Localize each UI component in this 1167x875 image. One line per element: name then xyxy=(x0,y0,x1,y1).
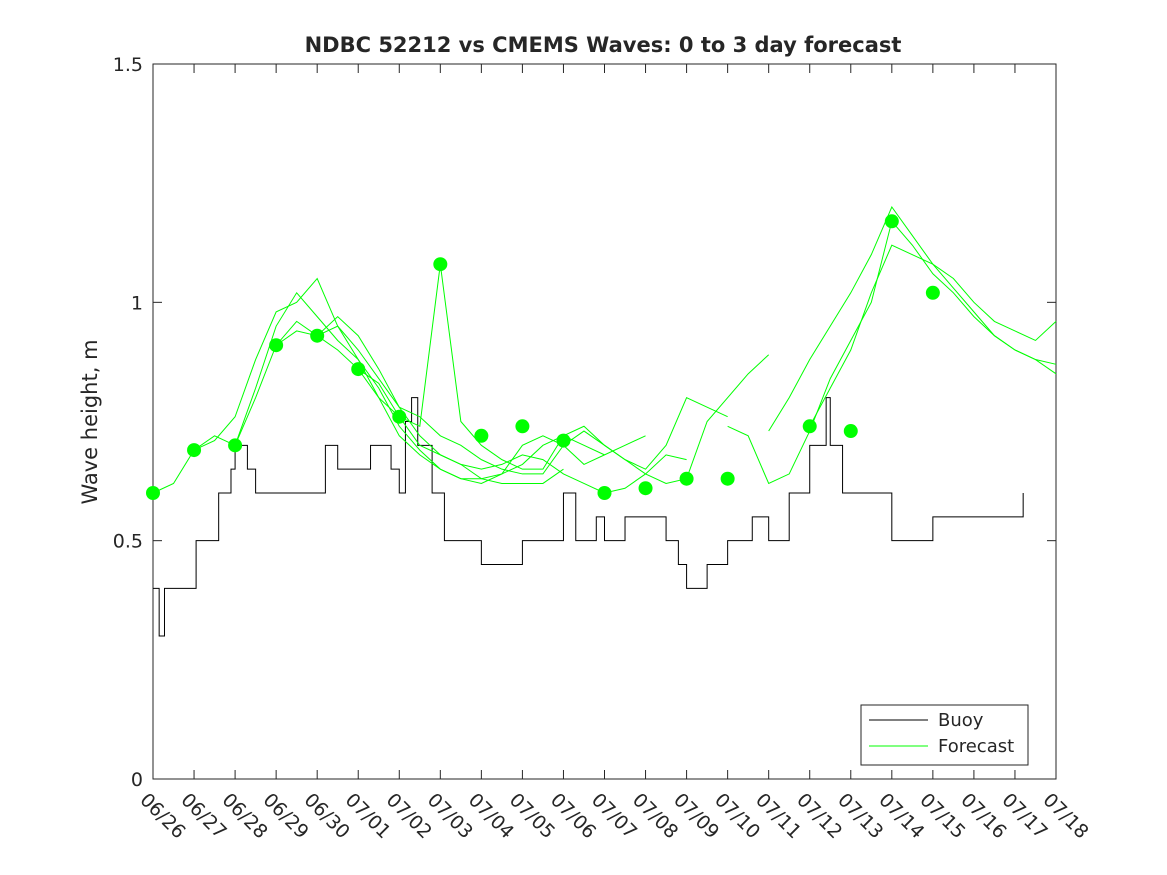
buoy-series-line xyxy=(153,397,1024,637)
forecast-marker xyxy=(843,424,858,439)
axes-box xyxy=(152,63,1057,780)
y-tick-label: 0 xyxy=(131,769,143,791)
legend: Buoy Forecast xyxy=(860,704,1029,766)
forecast-marker xyxy=(802,419,817,434)
forecast-marker xyxy=(269,338,284,353)
forecast-marker xyxy=(187,443,202,458)
y-tick-label: 1.5 xyxy=(113,54,143,76)
forecast-marker xyxy=(392,409,407,424)
chart-title: NDBC 52212 vs CMEMS Waves: 0 to 3 day fo… xyxy=(305,33,902,57)
legend-buoy-label: Buoy xyxy=(938,710,984,731)
marker-layer xyxy=(146,214,940,500)
forecast-series-line xyxy=(275,325,687,494)
forecast-marker xyxy=(351,362,366,377)
forecast-marker xyxy=(515,419,530,434)
forecast-marker xyxy=(228,438,243,453)
forecast-marker xyxy=(925,285,940,300)
forecast-marker xyxy=(884,214,899,229)
forecast-marker xyxy=(433,257,448,272)
forecast-marker xyxy=(146,486,160,500)
forecast-marker xyxy=(638,481,653,496)
forecast-series-line xyxy=(768,205,1057,432)
forecast-series-line xyxy=(809,244,1057,427)
y-axis: 0 0.5 1 1.5 xyxy=(113,54,1056,791)
legend-forecast-label: Forecast xyxy=(938,736,1014,757)
forecast-marker xyxy=(474,428,489,443)
forecast-series-line xyxy=(193,277,605,480)
forecast-series-line xyxy=(316,315,728,475)
y-axis-label: Wave height, m xyxy=(78,339,102,504)
forecast-marker xyxy=(556,433,571,448)
y-tick-label: 1 xyxy=(131,292,143,314)
forecast-marker xyxy=(597,486,612,500)
forecast-marker xyxy=(720,471,735,486)
forecast-series-line xyxy=(234,291,646,484)
y-tick-label: 0.5 xyxy=(113,531,143,553)
legend-box xyxy=(860,704,1029,766)
forecast-marker xyxy=(310,328,325,343)
plot-area xyxy=(146,63,1057,780)
forecast-marker xyxy=(679,471,694,486)
